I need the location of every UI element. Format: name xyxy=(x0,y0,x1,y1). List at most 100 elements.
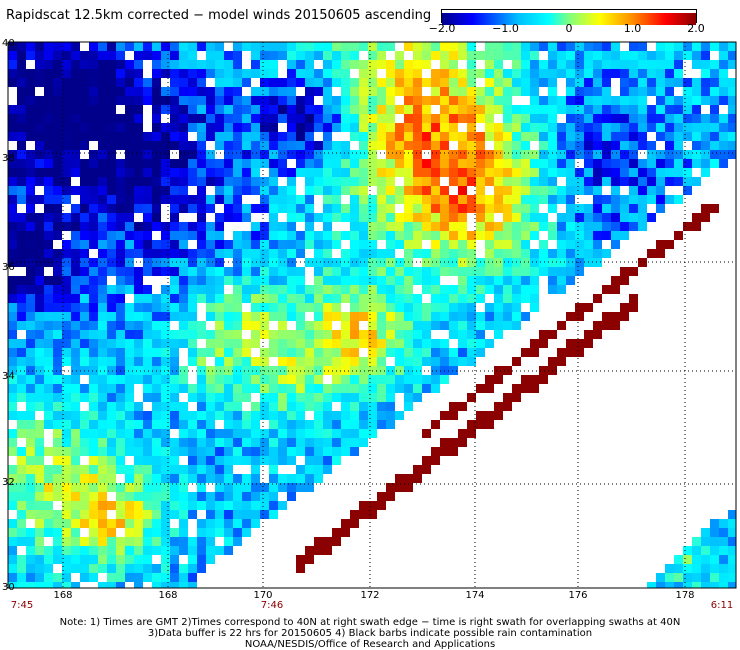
data-cell xyxy=(440,69,449,78)
data-cell xyxy=(692,222,701,231)
data-cell xyxy=(206,285,215,294)
data-cell xyxy=(71,258,80,267)
data-cell xyxy=(377,267,386,276)
data-cell xyxy=(89,348,98,357)
data-cell xyxy=(548,87,557,96)
data-cell xyxy=(179,366,188,375)
data-cell xyxy=(17,222,26,231)
data-cell xyxy=(215,483,224,492)
data-cell xyxy=(557,186,566,195)
data-cell xyxy=(494,240,503,249)
data-cell xyxy=(431,87,440,96)
data-cell xyxy=(278,438,287,447)
data-cell xyxy=(728,132,736,141)
data-cell xyxy=(80,321,89,330)
data-cell xyxy=(431,447,440,456)
data-cell xyxy=(377,96,386,105)
data-cell xyxy=(215,141,224,150)
data-cell xyxy=(350,96,359,105)
data-cell xyxy=(332,276,341,285)
data-cell xyxy=(251,339,260,348)
data-cell xyxy=(215,492,224,501)
data-cell xyxy=(377,222,386,231)
data-cell xyxy=(494,78,503,87)
data-cell xyxy=(215,375,224,384)
data-cell xyxy=(341,276,350,285)
data-cell xyxy=(26,375,35,384)
data-cell xyxy=(683,96,692,105)
data-cell xyxy=(224,429,233,438)
data-cell xyxy=(215,393,224,402)
data-cell xyxy=(467,132,476,141)
data-cell xyxy=(269,465,278,474)
lat-label-38: 38 xyxy=(2,153,15,164)
data-cell xyxy=(530,231,539,240)
data-cell xyxy=(287,213,296,222)
data-cell xyxy=(188,312,197,321)
data-cell xyxy=(161,438,170,447)
data-cell xyxy=(296,105,305,114)
data-cell xyxy=(593,60,602,69)
data-cell xyxy=(125,384,134,393)
data-cell xyxy=(404,375,413,384)
data-cell xyxy=(35,42,44,51)
data-cell xyxy=(278,150,287,159)
data-cell xyxy=(143,42,152,51)
data-cell xyxy=(332,204,341,213)
data-cell xyxy=(134,366,143,375)
data-cell xyxy=(233,519,242,528)
data-cell xyxy=(602,78,611,87)
data-cell xyxy=(116,402,125,411)
data-cell xyxy=(116,222,125,231)
data-cell xyxy=(35,312,44,321)
data-cell xyxy=(359,357,368,366)
data-cell xyxy=(17,96,26,105)
data-cell xyxy=(224,393,233,402)
data-cell xyxy=(170,420,179,429)
data-cell xyxy=(332,285,341,294)
data-cell xyxy=(710,528,719,537)
data-cell xyxy=(503,87,512,96)
data-cell xyxy=(224,483,233,492)
data-cell xyxy=(26,393,35,402)
data-cell xyxy=(593,123,602,132)
data-cell xyxy=(656,105,665,114)
data-cell xyxy=(422,384,431,393)
data-cell xyxy=(476,411,485,420)
data-cell xyxy=(431,204,440,213)
data-cell xyxy=(71,519,80,528)
data-cell xyxy=(89,222,98,231)
data-cell xyxy=(521,375,530,384)
data-cell xyxy=(620,312,629,321)
data-cell xyxy=(17,339,26,348)
data-cell xyxy=(314,285,323,294)
data-cell xyxy=(530,258,539,267)
data-cell xyxy=(269,429,278,438)
data-cell xyxy=(323,132,332,141)
data-cell xyxy=(233,393,242,402)
data-cell xyxy=(53,573,62,582)
data-cell xyxy=(62,510,71,519)
data-cell xyxy=(512,42,521,51)
data-cell xyxy=(692,96,701,105)
data-cell xyxy=(413,303,422,312)
data-cell xyxy=(206,447,215,456)
data-cell xyxy=(440,339,449,348)
data-cell xyxy=(269,330,278,339)
data-cell xyxy=(323,204,332,213)
data-cell xyxy=(611,60,620,69)
data-cell xyxy=(224,87,233,96)
data-cell xyxy=(287,150,296,159)
data-cell xyxy=(458,321,467,330)
data-cell xyxy=(35,294,44,303)
data-cell xyxy=(215,159,224,168)
data-cell xyxy=(269,159,278,168)
data-cell xyxy=(206,177,215,186)
data-cell xyxy=(584,60,593,69)
data-cell xyxy=(35,168,44,177)
data-cell xyxy=(107,357,116,366)
data-cell xyxy=(377,303,386,312)
data-cell xyxy=(296,285,305,294)
data-cell xyxy=(638,258,647,267)
data-cell xyxy=(269,78,278,87)
